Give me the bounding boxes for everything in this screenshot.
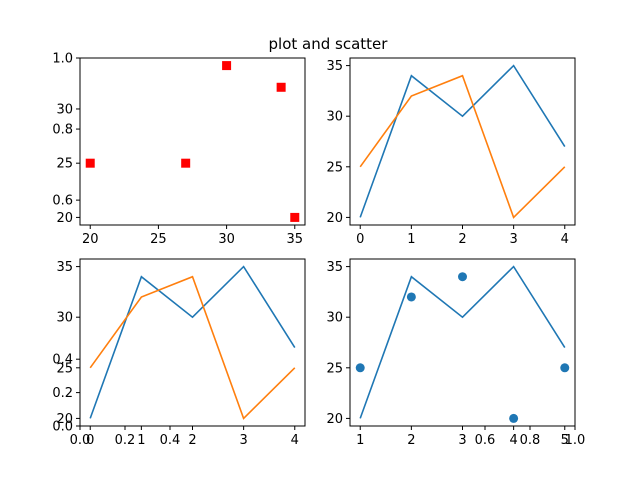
panel-3-xtick-label: 4: [291, 433, 299, 448]
panel-1-twin-ytick-label: 0.6: [52, 194, 73, 209]
panel-1-point: [276, 82, 286, 92]
panel-3-xtick-label: 0: [86, 433, 94, 448]
panel-4-xtick-label: 3: [458, 433, 466, 448]
panel-3-twin-xtick-label: 0.4: [160, 433, 181, 448]
panel-4-twin-xtick-label: 0.8: [520, 433, 541, 448]
panel-3-twin-ytick-label: 0.0: [52, 420, 73, 435]
panel-1-twin-ytick-label: 0.8: [52, 123, 73, 138]
panel-3-ytick-label: 20: [56, 412, 73, 427]
panel-3-xtick-label: 2: [188, 433, 196, 448]
panel-2-xtick-label: 1: [407, 232, 415, 247]
panel-4-point: [406, 292, 416, 302]
panel-4-xtick-label: 2: [407, 433, 415, 448]
panel-4-frame: [349, 258, 576, 427]
panel-1-point: [181, 158, 191, 168]
panel-3-series-1-line: [89, 265, 296, 419]
panel-2-xtick-label: 0: [356, 232, 364, 247]
panel-1-point: [85, 158, 95, 168]
panel-4-xtick-label: 5: [561, 433, 569, 448]
panel-2-ytick-label: 35: [326, 59, 343, 74]
panel-2-ytick-label: 20: [326, 211, 343, 226]
panel-1-twin-ytick-label: 1.0: [52, 52, 73, 67]
panel-3-series-2-line: [89, 275, 296, 420]
panel-1-ytick-label: 25: [56, 157, 73, 172]
panel-1-xtick-label: 20: [82, 232, 99, 247]
panel-3-twin-ytick-label: 0.2: [52, 386, 73, 401]
panel-4-point: [355, 363, 365, 373]
panel-3-frame: [79, 258, 306, 427]
panel-1-xtick-label: 30: [218, 232, 235, 247]
panel-3-xtick-label: 3: [239, 433, 247, 448]
panel-3-ytick-label: 25: [56, 361, 73, 376]
panel-1-ytick-label: 30: [56, 102, 73, 117]
panel-4-point: [560, 363, 570, 373]
panel-4-ytick-label: 20: [326, 412, 343, 427]
panel-2-series-2-line: [359, 74, 566, 219]
panel-1-xtick-label: 25: [150, 232, 167, 247]
panel-3-xtick-label: 1: [137, 433, 145, 448]
panel-4-series-1-line: [359, 265, 566, 419]
panel-3-twin-xtick-label: 0.0: [70, 433, 91, 448]
panel-1-point: [222, 61, 232, 71]
panel-3-ytick-label: 30: [56, 311, 73, 326]
panel-4-xtick-label: 4: [509, 433, 517, 448]
panel-2-xtick-label: 2: [458, 232, 466, 247]
panel-1-frame: [79, 57, 306, 226]
panel-3-ytick-label: 35: [56, 260, 73, 275]
panel-1-xtick-label: 35: [286, 232, 303, 247]
panel-3-twin-xtick-label: 0.2: [115, 433, 136, 448]
panel-4-point: [458, 272, 467, 282]
figure-title: plot and scatter: [269, 35, 389, 53]
panel-4-xtick-label: 1: [356, 433, 364, 448]
panel-2-frame: [349, 57, 576, 226]
panel-4-point: [509, 413, 519, 423]
panel-3-twin-ytick-label: 0.4: [52, 353, 73, 368]
panel-4-ytick-label: 25: [326, 361, 343, 376]
panel-2-xtick-label: 4: [561, 232, 569, 247]
panel-2-ytick-label: 30: [326, 110, 343, 125]
panel-4-ytick-label: 35: [326, 260, 343, 275]
panel-4-ytick-label: 30: [326, 311, 343, 326]
panel-2-ytick-label: 25: [326, 160, 343, 175]
panel-4-twin-xtick-label: 1.0: [565, 433, 586, 448]
panel-1-ytick-label: 20: [56, 211, 73, 226]
panel-2-series-1-line: [359, 64, 566, 218]
panel-1-point: [290, 212, 300, 222]
panel-4-twin-xtick-label: 0.6: [475, 433, 496, 448]
panel-2-xtick-label: 3: [509, 232, 517, 247]
